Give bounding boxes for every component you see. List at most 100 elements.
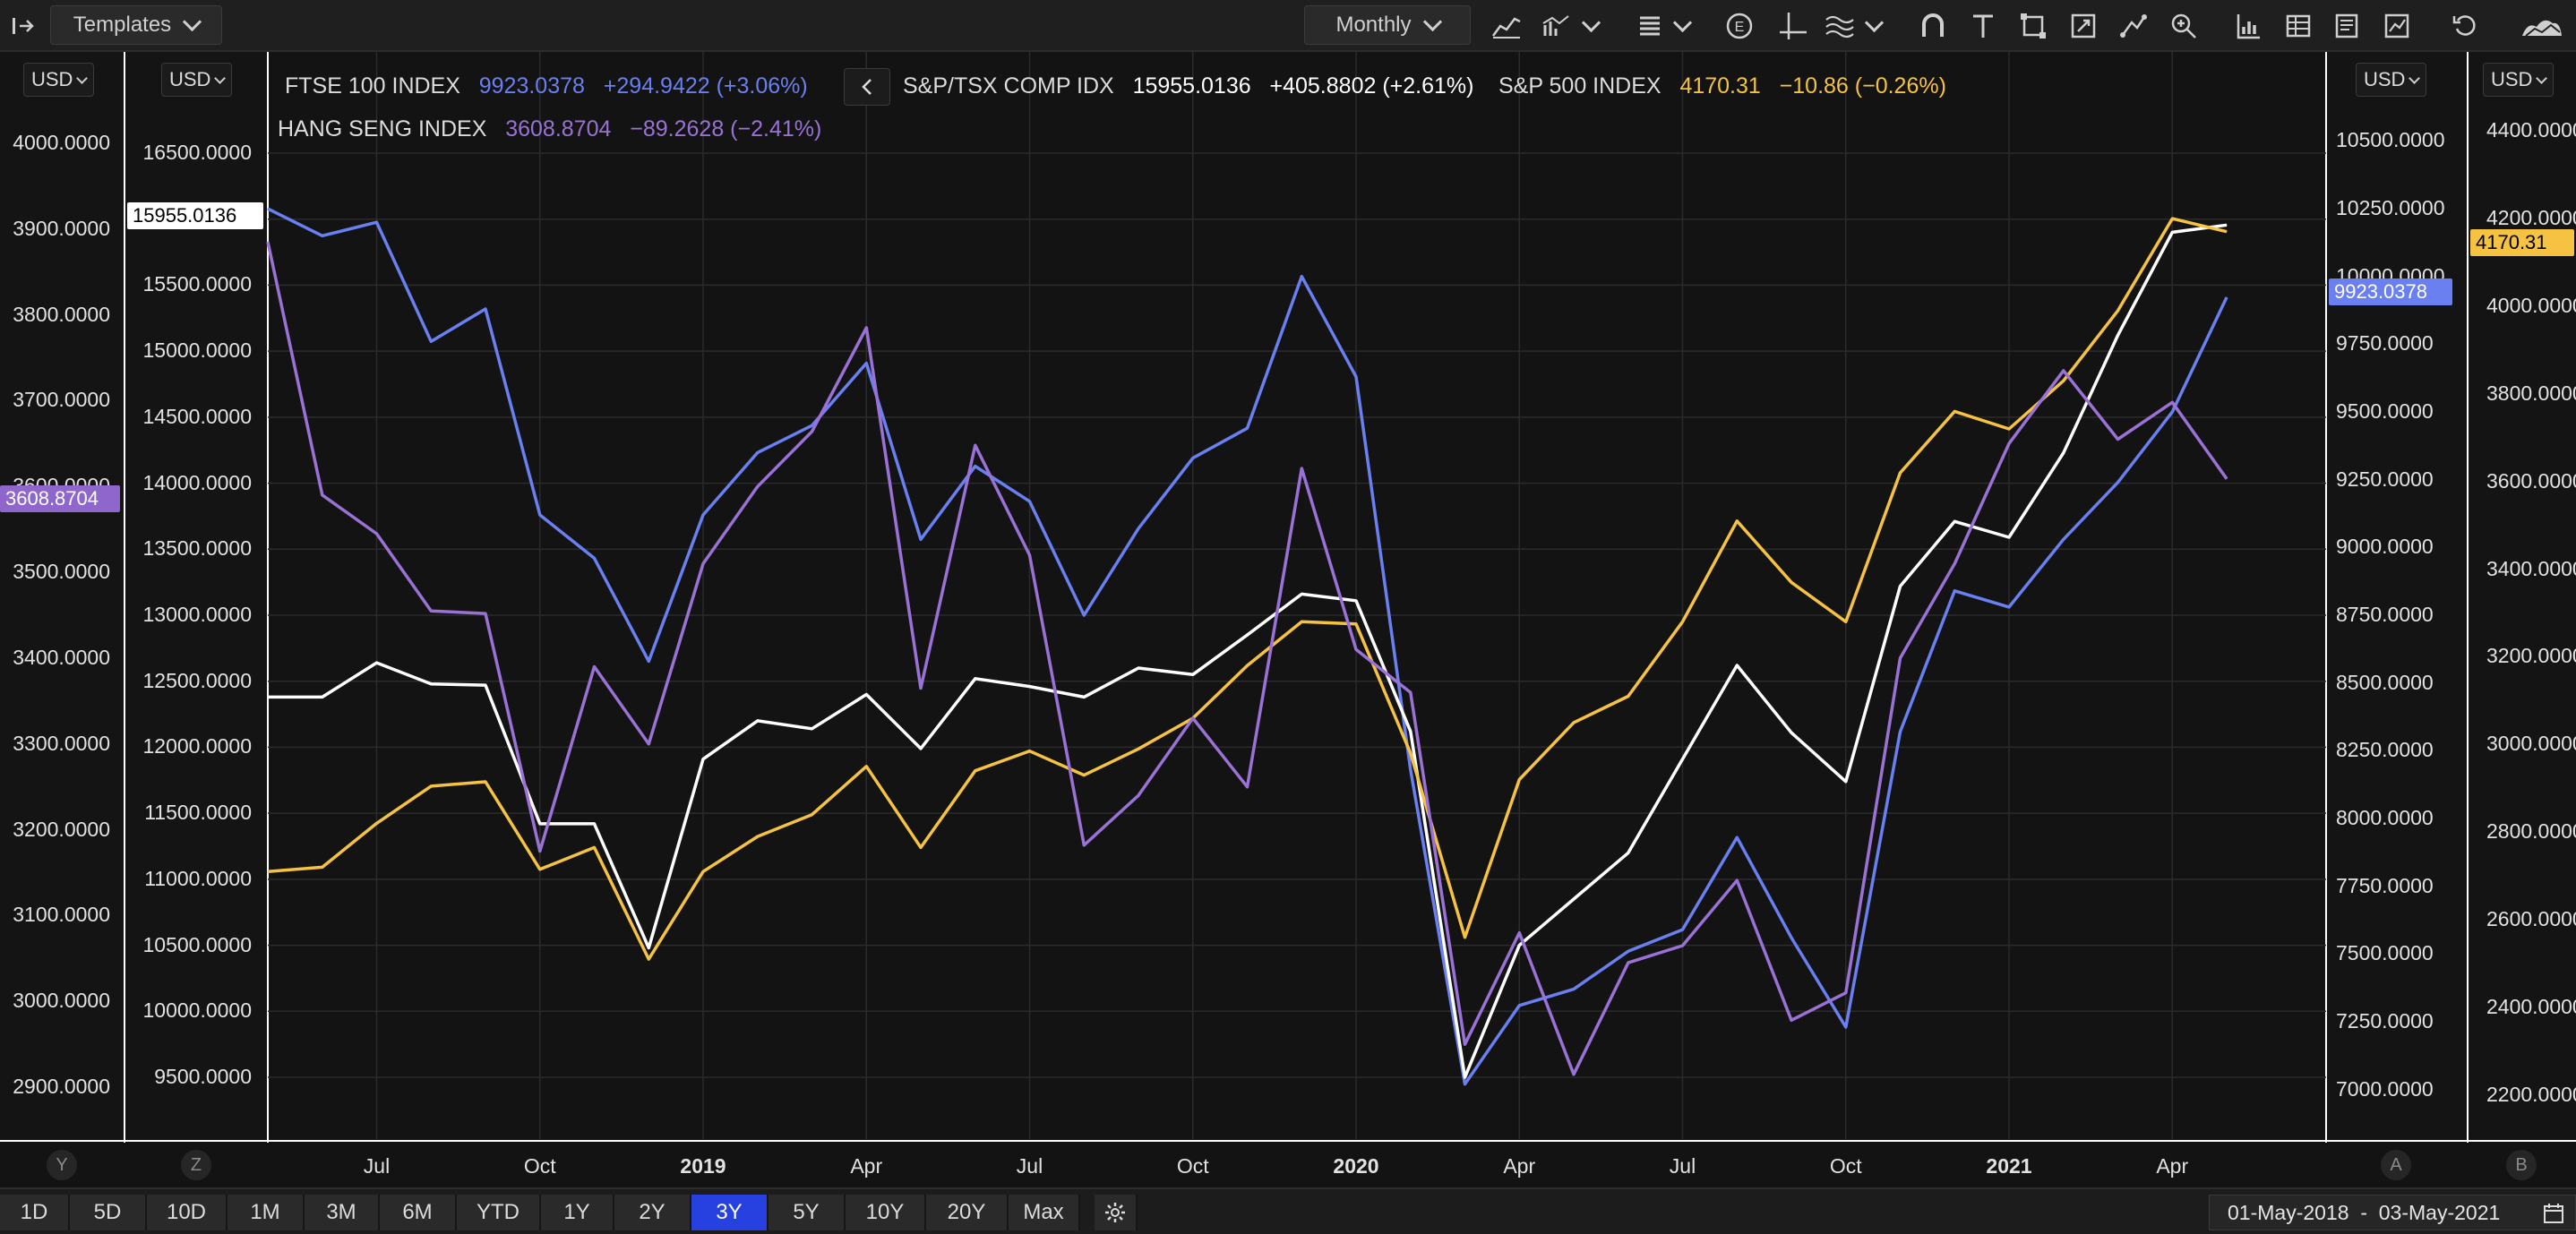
studies-icon[interactable] (1630, 7, 1670, 45)
legend-ftse-name: FTSE 100 INDEX (285, 73, 460, 99)
events-icon[interactable]: E (1720, 7, 1759, 45)
chart-type-icon[interactable] (1537, 7, 1576, 45)
range-button-max[interactable]: Max (1009, 1195, 1080, 1230)
data-point (2008, 536, 2010, 538)
data-point (648, 660, 649, 662)
range-button-10d[interactable]: 10D (147, 1195, 228, 1230)
templates-label: Templates (73, 13, 172, 37)
data-point (485, 613, 486, 614)
legend-sp500-change: −10.86 (−0.26%) (1779, 73, 1946, 99)
data-point (1355, 623, 1357, 625)
data-point (539, 851, 541, 852)
data-point (2226, 231, 2228, 233)
currency-select-far-left[interactable]: USD (23, 63, 95, 97)
x-tick-label: 2019 (680, 1154, 726, 1178)
right-tick-label: 8750.0000 (2336, 603, 2434, 626)
shape-tool-icon[interactable] (2014, 7, 2053, 45)
period-dropdown[interactable]: Monthly (1304, 5, 1471, 45)
x-tick-label: 2020 (1333, 1154, 1379, 1178)
data-point (1900, 731, 1901, 733)
right-axis-panel (2327, 52, 2465, 1137)
data-point (811, 431, 812, 433)
legend-collapse-button[interactable] (844, 68, 890, 106)
settings-gear-icon[interactable] (1095, 1195, 1138, 1230)
data-point (430, 610, 432, 612)
data-point (1138, 748, 1139, 750)
range-button-2y[interactable]: 2Y (614, 1195, 691, 1230)
range-button-6m[interactable]: 6M (380, 1195, 457, 1230)
range-button-1m[interactable]: 1M (228, 1195, 305, 1230)
bar-chart-icon[interactable] (2228, 7, 2268, 45)
currency-label: USD (2491, 68, 2533, 90)
data-point (1464, 1043, 1465, 1045)
data-point (702, 870, 704, 872)
legend-ftse: FTSE 100 INDEX 9923.0378 +294.9422 (+3.0… (285, 73, 808, 99)
data-point (757, 720, 759, 722)
data-point (1953, 563, 1955, 564)
data-point (2171, 411, 2173, 413)
zoom-icon[interactable] (2164, 7, 2203, 45)
data-point (920, 688, 922, 689)
axis-z-toggle[interactable]: Z (181, 1150, 211, 1180)
data-point (1355, 376, 1357, 378)
resize-tool-icon[interactable] (2064, 7, 2103, 45)
range-button-5y[interactable]: 5Y (769, 1195, 846, 1230)
data-point (1247, 634, 1248, 636)
data-point (811, 728, 812, 730)
x-tick-label: 2021 (1986, 1154, 2032, 1178)
date-range-field[interactable]: 01-May-2018 - 03-May-2021 (2209, 1195, 2576, 1230)
range-button-3m[interactable]: 3M (305, 1195, 380, 1230)
data-point (1953, 590, 1955, 592)
range-button-ytd[interactable]: YTD (457, 1195, 541, 1230)
templates-dropdown[interactable]: Templates (50, 5, 222, 45)
wave-tools-icon[interactable] (1820, 7, 1859, 45)
data-point (2171, 231, 2173, 233)
data-point (2171, 401, 2173, 403)
range-button-3y[interactable]: 3Y (691, 1195, 769, 1230)
line-chart-icon[interactable] (1487, 7, 1526, 45)
data-point (267, 241, 269, 243)
far-right-tick-label: 3400.0000 (2486, 556, 2576, 580)
reset-icon[interactable] (2445, 7, 2485, 45)
data-point (594, 823, 595, 825)
axis-a-toggle[interactable]: A (2381, 1150, 2411, 1180)
analysis-icon[interactable] (2377, 7, 2417, 45)
data-point (594, 666, 595, 667)
axis-b-toggle[interactable]: B (2506, 1150, 2537, 1180)
currency-select-right[interactable]: USD (2356, 63, 2427, 97)
data-point (1682, 758, 1683, 760)
range-button-5d[interactable]: 5D (70, 1195, 147, 1230)
range-button-1d[interactable]: 1D (0, 1195, 70, 1230)
magnet-icon[interactable] (1913, 7, 1953, 45)
news-icon[interactable] (2327, 7, 2366, 45)
data-point (1138, 527, 1139, 529)
x-tick-label: Apr (1503, 1154, 1536, 1178)
far-left-tick-label: 2900.0000 (13, 1075, 110, 1099)
calendar-icon[interactable] (2543, 1203, 2564, 1224)
trend-draw-icon[interactable] (2114, 7, 2153, 45)
data-point (648, 743, 649, 745)
range-button-10y[interactable]: 10Y (846, 1195, 926, 1230)
right-tick-label: 9250.0000 (2336, 467, 2434, 491)
legend-tsx-change: +405.8802 (+2.61%) (1269, 73, 1474, 99)
crosshair-icon[interactable] (1773, 7, 1813, 45)
data-point (2063, 370, 2065, 372)
data-point (430, 340, 432, 342)
axis-y-toggle[interactable]: Y (47, 1150, 77, 1180)
currency-label: USD (31, 68, 73, 90)
table-icon[interactable] (2279, 7, 2318, 45)
currency-select-far-right[interactable]: USD (2483, 63, 2555, 97)
collapse-panel-icon[interactable] (2, 7, 47, 45)
data-point (539, 823, 541, 825)
currency-select-left[interactable]: USD (161, 63, 233, 97)
range-button-1y[interactable]: 1Y (541, 1195, 614, 1230)
cloud-logo-icon[interactable] (2515, 7, 2569, 45)
series-line-ftse-100-index (267, 207, 2228, 1086)
date-separator: - (2360, 1200, 2367, 1224)
data-point (2008, 606, 2010, 608)
data-point (920, 538, 922, 540)
range-button-20y[interactable]: 20Y (926, 1195, 1009, 1230)
far-right-tick-label: 4000.0000 (2486, 294, 2576, 317)
text-tool-icon[interactable] (1963, 7, 2003, 45)
